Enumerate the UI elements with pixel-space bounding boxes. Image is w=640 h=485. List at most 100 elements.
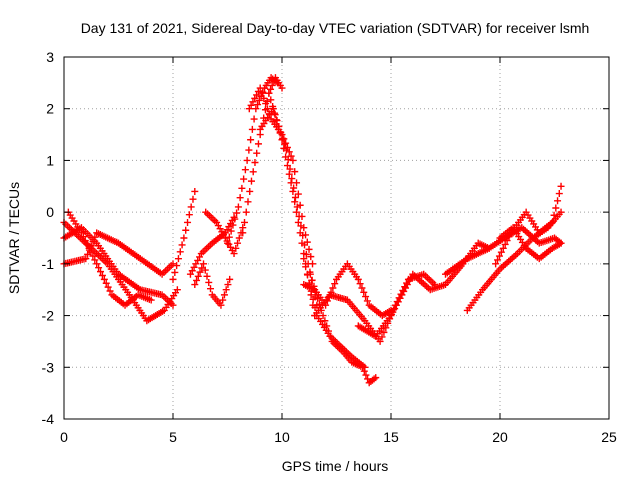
x-tick-label: 5 <box>169 429 177 445</box>
data-point <box>100 275 108 283</box>
data-point <box>247 177 255 185</box>
series-4 <box>64 208 155 309</box>
data-point <box>173 262 181 270</box>
y-tick-label: 0 <box>46 204 54 220</box>
data-point <box>358 284 366 292</box>
data-point <box>290 184 298 192</box>
data-point <box>329 284 337 292</box>
x-tick-label: 10 <box>274 429 290 445</box>
data-point <box>176 248 184 256</box>
data-point <box>227 227 235 235</box>
data-point <box>244 198 252 206</box>
data-point <box>191 281 199 289</box>
data-point <box>267 96 275 104</box>
data-point <box>201 266 209 274</box>
data-point <box>380 328 388 336</box>
data-point <box>85 244 93 252</box>
data-point <box>187 203 195 211</box>
data-point <box>272 116 280 124</box>
data-point <box>242 208 250 216</box>
data-point <box>224 281 232 289</box>
data-point <box>361 363 369 371</box>
grid-lines <box>64 57 609 419</box>
data-point <box>354 275 362 283</box>
data-point <box>254 140 262 148</box>
data-point <box>557 239 565 247</box>
data-point <box>251 158 259 166</box>
x-axis-label: GPS time / hours <box>282 458 389 474</box>
data-point <box>169 275 177 283</box>
data-point <box>258 89 266 97</box>
data-point <box>240 175 248 183</box>
data-point <box>260 94 268 102</box>
plot-frame <box>63 56 610 420</box>
data-point <box>309 295 317 303</box>
series-22 <box>496 224 565 263</box>
data-point <box>249 168 257 176</box>
data-point <box>200 260 208 268</box>
axis-ticks: 0 5 10 15 20 25 -4 -3 -2 -1 0 1 2 3 <box>42 49 617 445</box>
data-point <box>98 271 106 279</box>
data-point <box>229 221 237 229</box>
data-point <box>250 115 258 123</box>
data-point <box>193 276 201 284</box>
data-point <box>291 168 299 176</box>
chart-title: Day 131 of 2021, Sidereal Day-to-day VTE… <box>81 20 590 36</box>
data-point <box>182 226 190 234</box>
data-point <box>255 96 263 104</box>
data-point <box>293 203 301 211</box>
data-point <box>282 153 290 161</box>
data-point <box>243 156 251 164</box>
data-point <box>225 233 233 241</box>
data-point <box>319 312 327 320</box>
data-point <box>274 122 282 130</box>
data-point <box>147 296 155 304</box>
data-point <box>376 337 384 345</box>
plot-border <box>63 56 610 420</box>
data-point <box>494 256 502 264</box>
data-point <box>89 237 97 245</box>
data-point <box>276 129 284 137</box>
data-point <box>278 84 286 92</box>
x-tick-label: 25 <box>601 429 617 445</box>
data-point <box>362 293 370 301</box>
data-point <box>234 239 242 247</box>
y-tick-label: -1 <box>42 256 55 272</box>
data-point <box>378 333 386 341</box>
data-point <box>191 187 199 195</box>
data-point <box>552 204 560 212</box>
data-point <box>256 84 264 92</box>
data-point <box>262 100 270 108</box>
data-point <box>184 218 192 226</box>
data-point <box>253 149 261 157</box>
data-point <box>555 190 563 198</box>
data-point <box>294 218 302 226</box>
data-point <box>238 184 246 192</box>
y-tick-label: -2 <box>42 308 55 324</box>
data-point <box>246 187 254 195</box>
data-point <box>270 78 278 86</box>
data-point <box>82 255 90 263</box>
data-point <box>298 239 306 247</box>
data-point <box>302 263 310 271</box>
x-tick-label: 15 <box>383 429 399 445</box>
data-point <box>280 144 288 152</box>
data-point <box>363 297 371 305</box>
data-markers <box>60 74 565 387</box>
data-point <box>293 208 301 216</box>
data-point <box>245 146 253 154</box>
data-point <box>206 285 214 293</box>
data-point <box>83 240 91 248</box>
data-point <box>271 109 279 117</box>
data-point <box>222 286 230 294</box>
series-12 <box>256 105 321 309</box>
data-point <box>93 260 101 268</box>
data-point <box>307 253 315 261</box>
data-point <box>360 288 368 296</box>
data-point <box>268 81 276 89</box>
data-point <box>331 280 339 288</box>
data-point <box>291 193 299 201</box>
data-point <box>219 296 227 304</box>
data-point <box>492 260 500 268</box>
